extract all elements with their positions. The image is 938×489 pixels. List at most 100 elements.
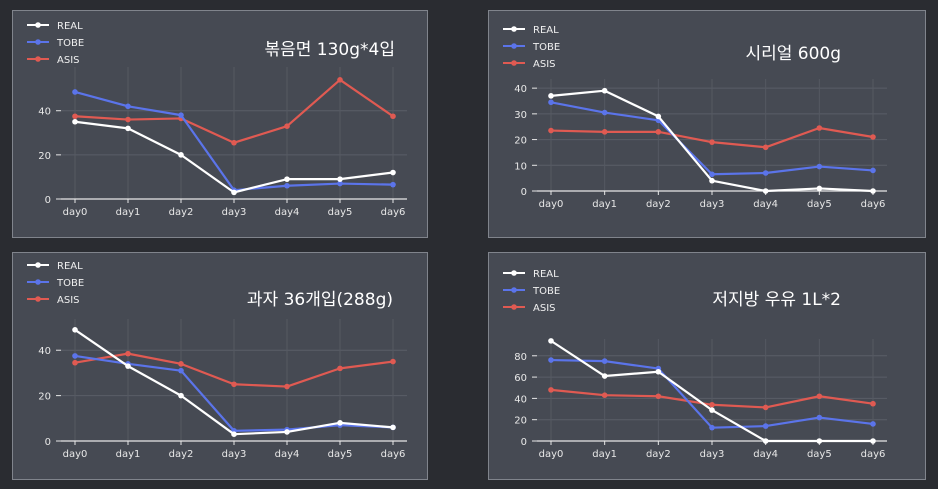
x-tick-label: day2 <box>169 449 194 460</box>
x-tick-label: day0 <box>63 449 88 460</box>
data-point-tobe <box>178 112 184 118</box>
x-tick-label: day4 <box>753 449 778 460</box>
y-tick-label: 20 <box>38 151 51 162</box>
data-point-real <box>601 373 608 379</box>
data-point-tobe <box>125 103 131 110</box>
x-tick-label: day0 <box>539 449 564 460</box>
x-tick-label: day0 <box>539 199 564 210</box>
data-point-asis <box>337 77 343 83</box>
x-tick-label: day6 <box>381 207 406 218</box>
data-point-real <box>709 407 715 413</box>
data-point-asis <box>601 392 608 398</box>
data-point-asis <box>72 359 78 366</box>
y-tick-label: 0 <box>45 437 51 448</box>
data-point-tobe <box>709 424 715 431</box>
data-point-tobe <box>390 181 396 188</box>
data-point-asis <box>72 113 78 120</box>
x-tick-label: day1 <box>592 199 617 210</box>
data-point-real <box>548 338 554 344</box>
x-tick-label: day2 <box>646 199 671 210</box>
y-tick-label: 40 <box>514 84 527 95</box>
data-point-real <box>816 185 823 192</box>
x-tick-label: day6 <box>861 199 886 210</box>
data-point-tobe <box>816 163 823 170</box>
legend-marker-asis <box>511 60 517 66</box>
x-tick-label: day1 <box>116 449 141 460</box>
x-tick-label: day3 <box>222 449 247 460</box>
data-point-real <box>72 118 78 125</box>
legend: REAL TOBE ASIS <box>27 21 84 66</box>
data-point-real <box>390 169 396 176</box>
legend-marker-real <box>35 22 41 28</box>
data-point-real <box>231 189 237 196</box>
data-point-asis <box>762 404 769 411</box>
data-point-tobe <box>284 182 290 189</box>
grid <box>61 67 407 200</box>
data-point-asis <box>284 383 290 390</box>
legend-label-asis: ASIS <box>57 295 80 306</box>
legend-marker-tobe <box>511 43 517 49</box>
x-tick-label: day6 <box>861 449 886 460</box>
data-point-real <box>762 438 769 444</box>
data-point-real <box>337 420 343 426</box>
x-tick-label: day5 <box>328 207 353 218</box>
x-tick-label: day3 <box>700 199 725 210</box>
legend-label-tobe: TOBE <box>532 42 560 53</box>
chart-title: 시리얼 600g <box>745 44 841 64</box>
data-point-tobe <box>762 170 769 176</box>
data-point-real <box>655 113 662 120</box>
data-point-asis <box>601 129 608 135</box>
data-point-real <box>284 429 290 435</box>
x-tick-label: day5 <box>807 449 832 460</box>
x-tick-label: day6 <box>381 449 406 460</box>
data-point-asis <box>548 387 554 393</box>
x-tick-label: day5 <box>328 449 353 460</box>
data-point-real <box>337 176 343 182</box>
data-point-tobe <box>72 353 78 359</box>
legend-marker-tobe <box>35 39 41 45</box>
data-point-tobe <box>548 99 554 106</box>
legend-marker-tobe <box>511 287 517 293</box>
y-tick-label: 40 <box>514 394 527 405</box>
legend: REAL TOBE ASIS <box>27 261 84 306</box>
chart-svg-bokkeummyeon: 0 20 40 day0 day1 day2 day3 day4 day5 day6 REAL TOB… <box>27 21 407 218</box>
x-tick-label: day1 <box>116 207 141 218</box>
data-point-asis <box>178 361 184 367</box>
data-point-asis <box>762 144 769 151</box>
data-point-real <box>655 368 662 375</box>
data-point-real <box>125 125 131 132</box>
chart-panel-snack: 0 20 40 day0 day1 day2 day3 day4 day5 day6 REAL TOB… <box>12 252 428 480</box>
data-point-asis <box>231 381 237 388</box>
y-tick-label: 40 <box>38 107 51 118</box>
x-tick-label: day4 <box>753 199 778 210</box>
data-point-asis <box>231 139 237 146</box>
legend-label-tobe: TOBE <box>56 38 84 49</box>
data-point-asis <box>816 125 823 131</box>
legend-label-real: REAL <box>533 25 559 36</box>
data-point-real <box>548 93 554 99</box>
x-tick-label: day4 <box>275 449 300 460</box>
data-point-tobe <box>601 109 608 116</box>
y-tick-label: 20 <box>514 416 527 427</box>
legend-marker-real <box>511 270 517 276</box>
data-point-real <box>601 87 608 94</box>
chart-title: 과자 36개입(288g) <box>247 290 393 310</box>
data-point-tobe <box>72 89 78 95</box>
data-point-asis <box>816 393 823 400</box>
data-point-real <box>231 431 237 437</box>
y-tick-label: 20 <box>38 392 51 403</box>
data-point-asis <box>655 393 662 400</box>
x-tick-label: day0 <box>63 207 88 218</box>
chart-title: 저지방 우유 1L*2 <box>712 290 841 310</box>
grid <box>61 319 407 442</box>
data-point-tobe <box>762 423 769 429</box>
data-point-tobe <box>709 171 715 178</box>
x-tick-label: day3 <box>222 207 247 218</box>
data-point-real <box>709 177 715 184</box>
x-tick-label: day3 <box>700 449 725 460</box>
legend-marker-tobe <box>35 279 41 285</box>
legend-label-real: REAL <box>57 21 83 32</box>
x-tick-label: day1 <box>592 449 617 460</box>
chart-svg-milk: 0 20 40 60 80 day0 day1 day2 day3 day4 day5 day6 REA… <box>503 269 887 460</box>
legend-label-tobe: TOBE <box>532 286 560 297</box>
